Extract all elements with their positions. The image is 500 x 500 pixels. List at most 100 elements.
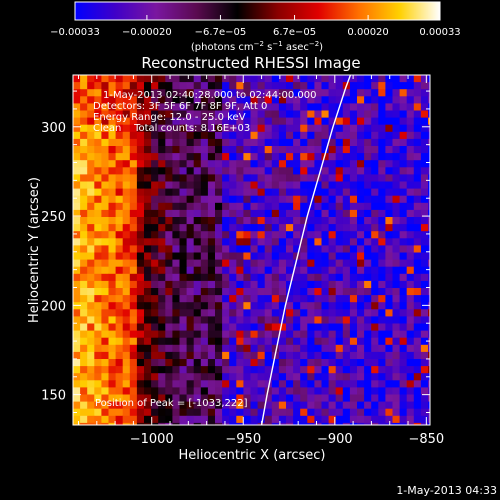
heatmap-cell — [406, 110, 415, 118]
heatmap-cell — [321, 202, 329, 211]
heatmap-cell — [186, 252, 195, 260]
heatmap-cell — [364, 202, 372, 211]
heatmap-cell — [428, 288, 430, 296]
heatmap-cell — [200, 366, 209, 374]
heatmap-cell — [321, 103, 329, 111]
heatmap-cell — [371, 89, 379, 97]
heatmap-cell — [413, 316, 422, 324]
heatmap-cell — [250, 138, 258, 147]
heatmap-cell — [413, 160, 422, 168]
heatmap-cell — [328, 266, 337, 275]
heatmap-cell — [371, 117, 379, 126]
heatmap-cell — [108, 167, 116, 175]
heatmap-cell — [321, 359, 329, 367]
heatmap-cell — [151, 89, 159, 97]
heatmap-cell — [271, 124, 280, 133]
heatmap-cell — [193, 153, 202, 161]
heatmap-cell — [300, 231, 308, 239]
heatmap-cell — [307, 415, 315, 424]
heatmap-cell — [122, 188, 131, 197]
heatmap-cell — [335, 359, 344, 367]
heatmap-cell — [122, 209, 131, 218]
heatmap-cell — [101, 351, 109, 360]
heatmap-cell — [186, 288, 195, 296]
heatmap-cell — [73, 302, 81, 310]
heatmap-cell — [151, 259, 159, 268]
heatmap-cell — [271, 238, 280, 246]
heatmap-cell — [406, 394, 415, 402]
heatmap-cell — [179, 351, 187, 360]
heatmap-cell — [200, 188, 209, 197]
heatmap-cell — [108, 351, 116, 360]
heatmap-cell — [328, 245, 337, 253]
heatmap-cell — [94, 138, 102, 147]
heatmap-cell — [222, 337, 230, 346]
heatmap-cell — [264, 110, 273, 118]
heatmap-cell — [94, 273, 102, 282]
heatmap-cell — [364, 117, 372, 126]
heatmap-cell — [300, 131, 308, 140]
heatmap-cell — [243, 146, 251, 154]
heatmap-cell — [186, 224, 195, 232]
heatmap-cell — [144, 124, 152, 133]
heatmap-cell — [80, 288, 88, 296]
heatmap-cell — [250, 394, 258, 402]
heatmap-cell — [420, 302, 429, 310]
heatmap-cell — [207, 217, 216, 225]
heatmap-cell — [378, 252, 386, 260]
heatmap-cell — [179, 96, 187, 104]
heatmap-cell — [236, 273, 244, 282]
heatmap-cell — [179, 153, 187, 161]
heatmap-cell — [392, 373, 400, 381]
heatmap-cell — [222, 103, 230, 111]
heatmap-cell — [94, 224, 102, 232]
heatmap-cell — [207, 160, 216, 168]
heatmap-cell — [151, 217, 159, 225]
heatmap-cell — [399, 82, 408, 90]
heatmap-cell — [378, 323, 386, 331]
heatmap-cell — [271, 302, 280, 310]
heatmap-cell — [193, 394, 202, 402]
heatmap-cell — [101, 82, 109, 90]
heatmap-cell — [399, 195, 408, 204]
heatmap-cell — [200, 344, 209, 353]
heatmap-cell — [144, 359, 152, 367]
heatmap-cell — [342, 224, 351, 232]
heatmap-cell — [172, 344, 180, 353]
heatmap-cell — [200, 202, 209, 211]
heatmap-cell — [349, 188, 358, 197]
heatmap-cell — [101, 295, 109, 303]
heatmap-cell — [129, 387, 138, 395]
heatmap-cell — [413, 252, 422, 260]
heatmap-cell — [144, 266, 152, 275]
heatmap-cell — [413, 124, 422, 133]
heatmap-cell — [144, 337, 152, 346]
heatmap-cell — [321, 245, 329, 253]
heatmap-cell — [136, 131, 145, 140]
heatmap-cell — [321, 117, 329, 126]
heatmap-cell — [406, 252, 415, 260]
heatmap-cell — [229, 138, 237, 147]
heatmap-cell — [193, 422, 202, 425]
heatmap-cell — [271, 131, 280, 140]
heatmap-cell — [165, 366, 173, 374]
heatmap-cell — [158, 202, 166, 211]
heatmap-cell — [129, 124, 138, 133]
heatmap-cell — [264, 103, 273, 111]
heatmap-cell — [399, 280, 408, 289]
heatmap-cell — [413, 195, 422, 204]
heatmap-cell — [349, 309, 358, 317]
heatmap-cell — [300, 238, 308, 246]
heatmap-cell — [136, 124, 145, 133]
heatmap-cell — [136, 231, 145, 239]
heatmap-cell — [364, 394, 372, 402]
heatmap-cell — [349, 231, 358, 239]
heatmap-cell — [278, 245, 287, 253]
heatmap-cell — [165, 422, 173, 425]
heatmap-cell — [271, 323, 280, 331]
heatmap-cell — [144, 202, 152, 211]
heatmap-cell — [364, 415, 372, 424]
heatmap-cell — [172, 209, 180, 218]
heatmap-cell — [136, 117, 145, 126]
heatmap-cell — [193, 359, 202, 367]
